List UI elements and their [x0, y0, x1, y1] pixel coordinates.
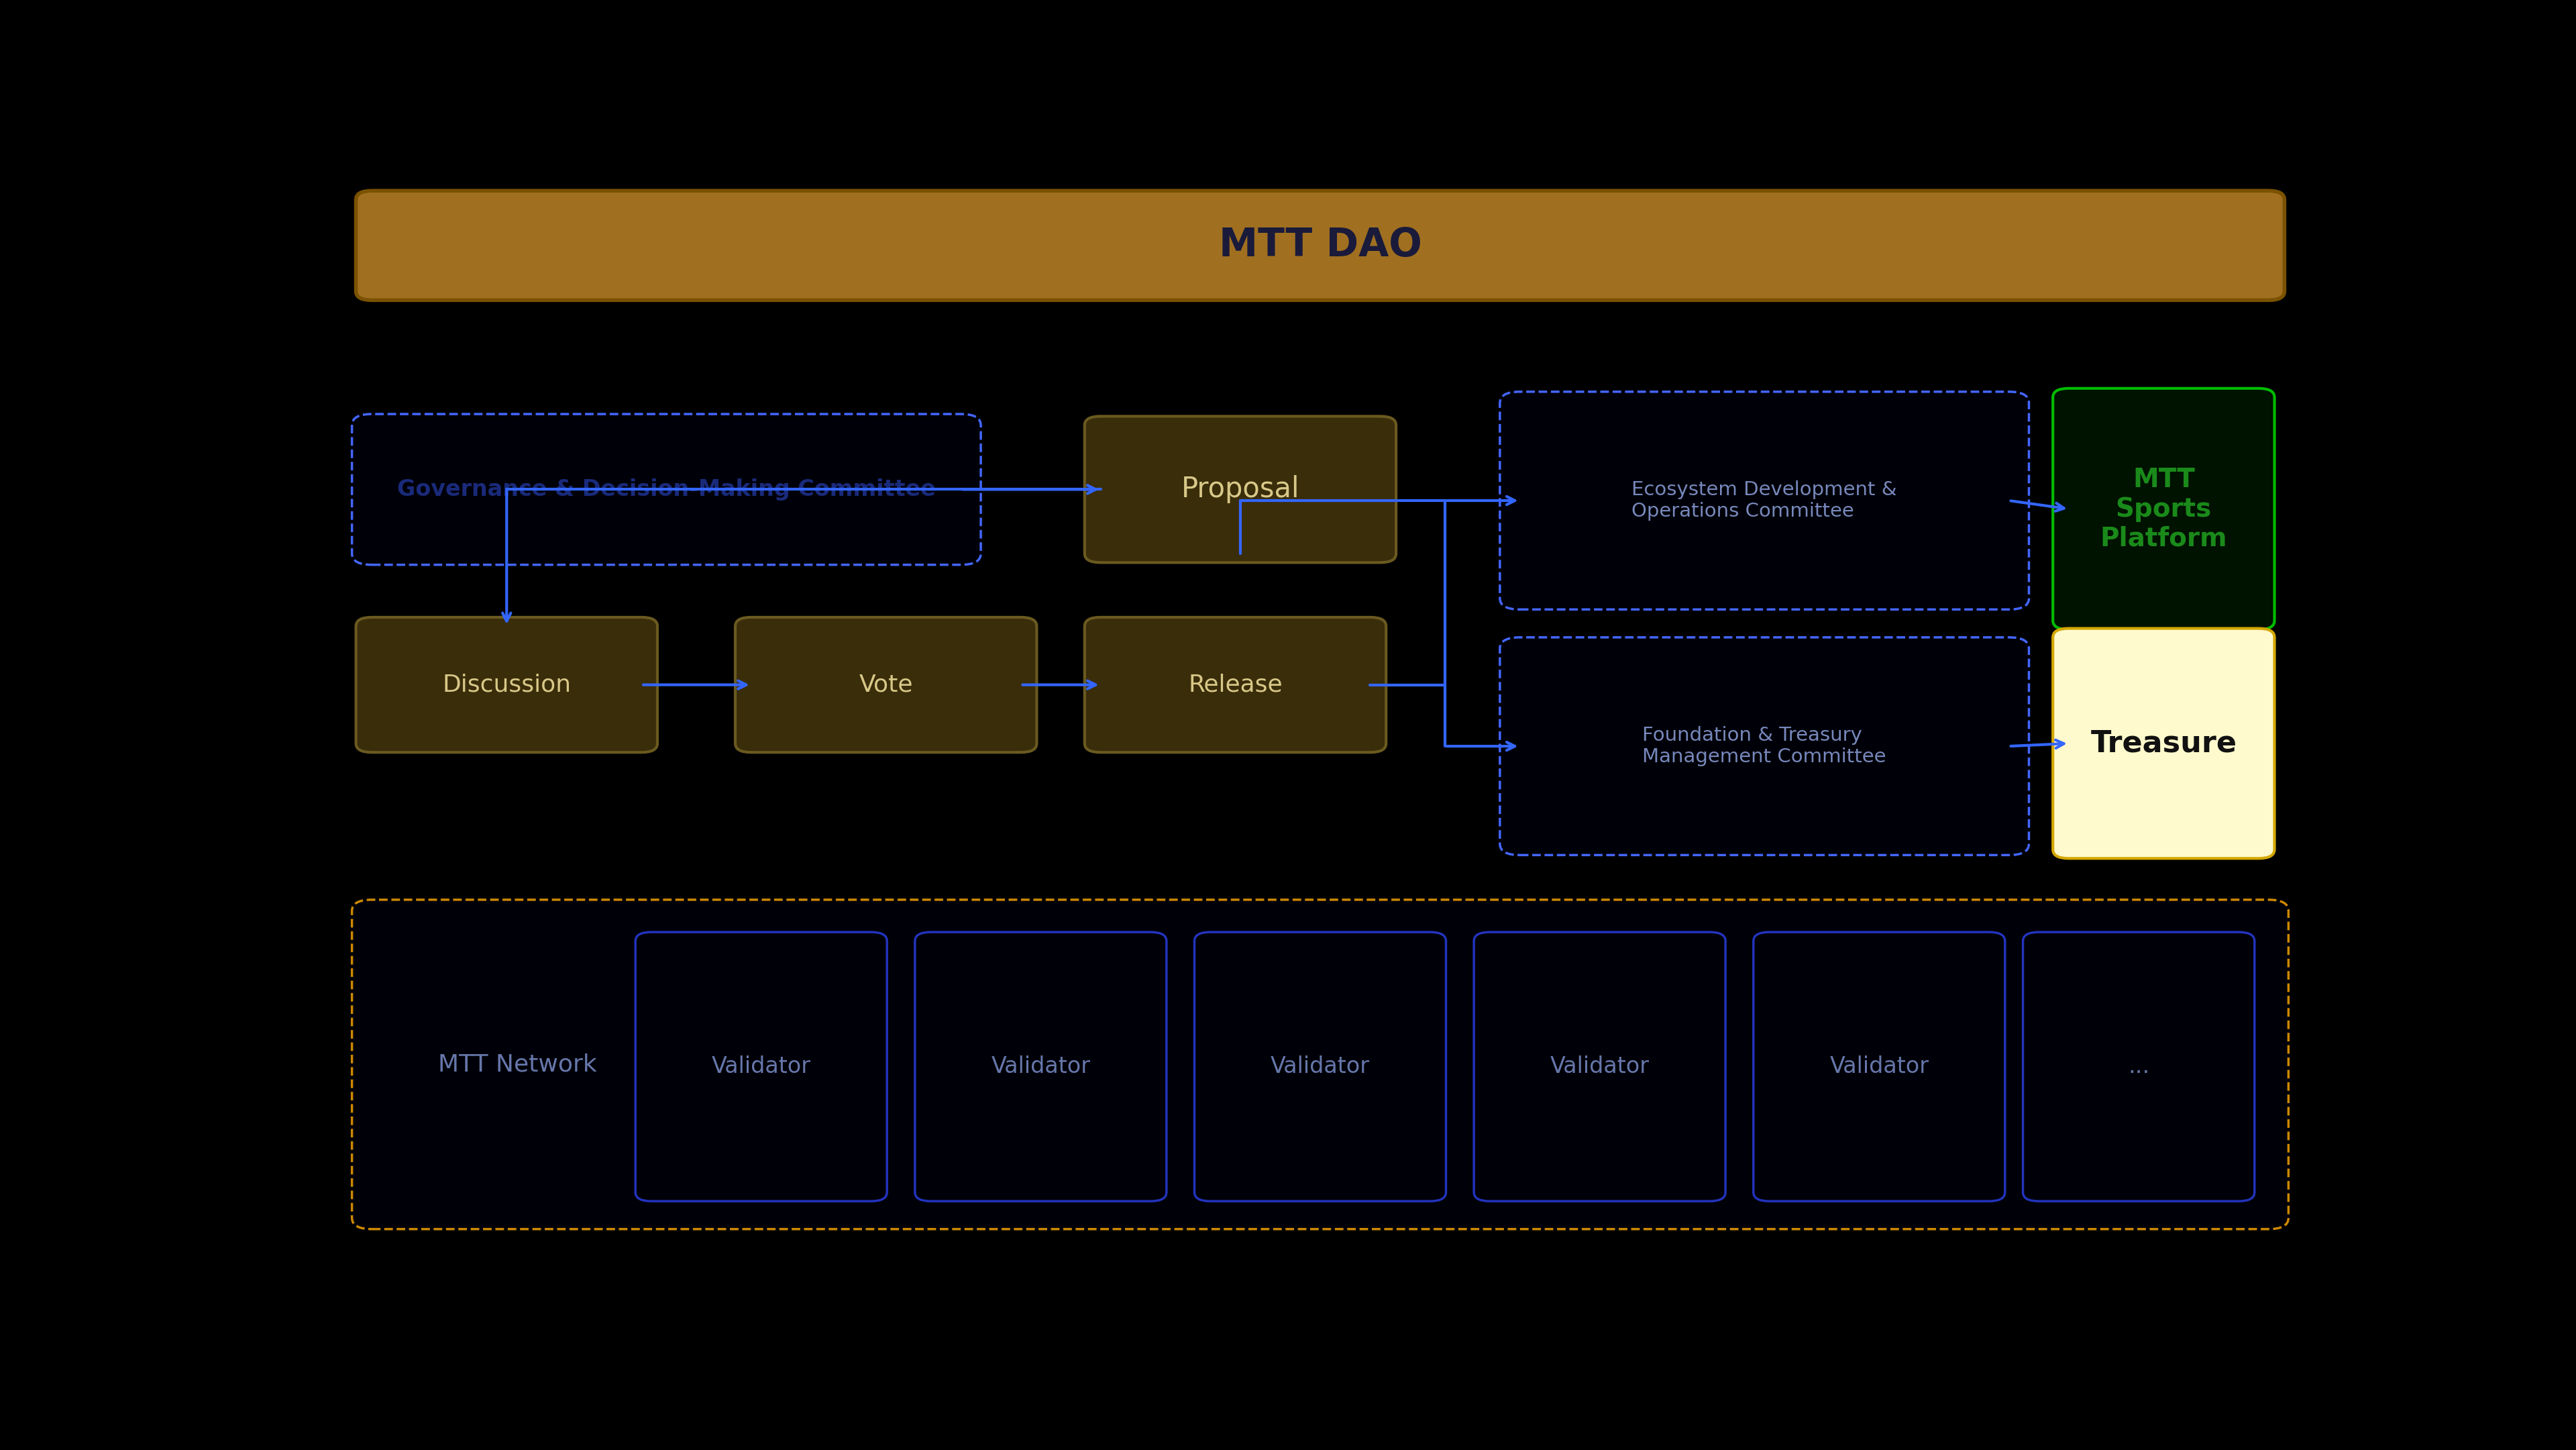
FancyBboxPatch shape [1754, 932, 2004, 1201]
FancyBboxPatch shape [1499, 392, 2030, 609]
FancyBboxPatch shape [914, 932, 1167, 1201]
Text: MTT
Sports
Platform: MTT Sports Platform [2099, 467, 2228, 551]
Text: MTT Network: MTT Network [438, 1053, 598, 1076]
Text: Governance & Decision-Making Committee: Governance & Decision-Making Committee [397, 479, 935, 500]
FancyBboxPatch shape [355, 191, 2285, 300]
FancyBboxPatch shape [353, 899, 2287, 1230]
FancyBboxPatch shape [2053, 628, 2275, 858]
Text: Validator: Validator [1551, 1056, 1649, 1077]
Text: Proposal: Proposal [1182, 476, 1298, 503]
FancyBboxPatch shape [355, 618, 657, 753]
FancyBboxPatch shape [1084, 618, 1386, 753]
FancyBboxPatch shape [636, 932, 886, 1201]
FancyBboxPatch shape [1473, 932, 1726, 1201]
Text: ...: ... [2128, 1056, 2148, 1077]
FancyBboxPatch shape [1499, 638, 2030, 856]
Text: Ecosystem Development &
Operations Committee: Ecosystem Development & Operations Commi… [1631, 480, 1896, 521]
Text: Foundation & Treasury
Management Committee: Foundation & Treasury Management Committ… [1643, 726, 1886, 767]
Text: MTT DAO: MTT DAO [1218, 226, 1422, 264]
Text: Discussion: Discussion [443, 673, 572, 696]
Text: Release: Release [1188, 673, 1283, 696]
Text: Vote: Vote [858, 673, 912, 696]
FancyBboxPatch shape [2053, 389, 2275, 629]
FancyBboxPatch shape [2022, 932, 2254, 1201]
FancyBboxPatch shape [1084, 416, 1396, 563]
Text: Treasure: Treasure [2092, 729, 2236, 758]
FancyBboxPatch shape [734, 618, 1036, 753]
Text: Validator: Validator [1829, 1056, 1929, 1077]
Text: Validator: Validator [992, 1056, 1090, 1077]
FancyBboxPatch shape [353, 415, 981, 564]
Text: Validator: Validator [711, 1056, 811, 1077]
Text: Validator: Validator [1270, 1056, 1370, 1077]
FancyBboxPatch shape [1195, 932, 1445, 1201]
